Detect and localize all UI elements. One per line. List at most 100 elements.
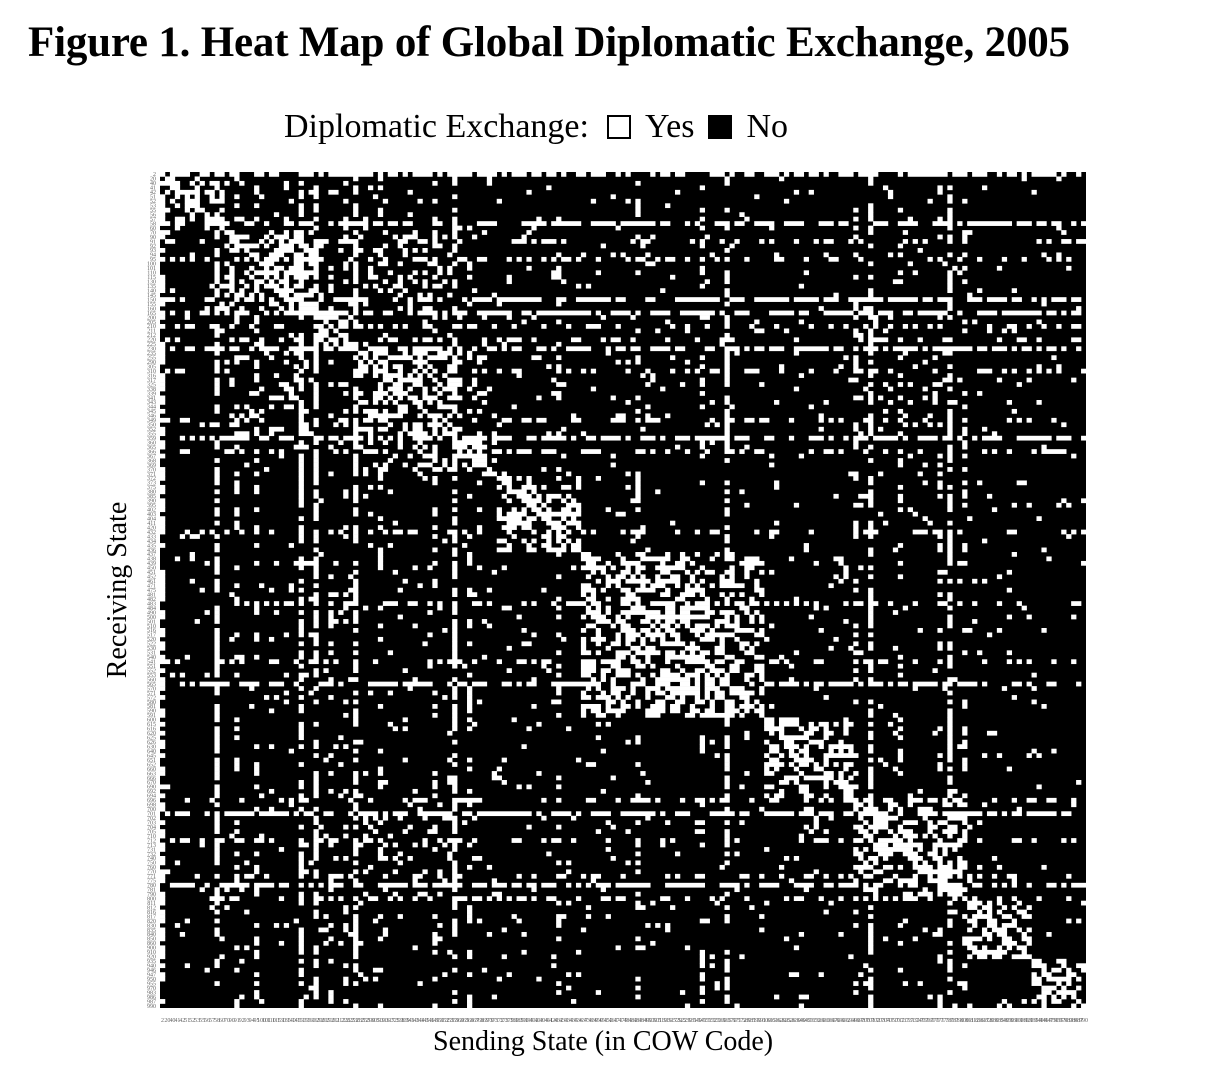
y-tick-label: 983 [147,990,156,996]
heatmap-cell [318,882,324,888]
heatmap-cell [996,337,1003,343]
heatmap-cell [363,605,369,611]
heatmap-cell [199,681,230,687]
heatmap-cell [630,645,641,651]
heatmap-cell [977,873,983,879]
heatmap-cell [169,172,191,177]
heatmap-cell [932,856,943,861]
heatmap-cell [556,690,562,696]
heatmap-cell [353,212,359,218]
heatmap-cell [471,721,478,727]
heatmap-cell [234,480,240,486]
heatmap-cell [887,601,894,606]
heatmap-cell [1041,628,1047,633]
heatmap-cell [239,797,245,803]
heatmap-cell [382,377,394,383]
x-tick-label: 235 [356,1018,365,1024]
heatmap-cell [1011,297,1022,302]
y-tick-label: 325 [147,382,156,388]
heatmap-cell [897,757,904,763]
heatmap-cell [298,896,304,902]
heatmap-cell [897,458,904,463]
heatmap-cell [229,337,235,343]
heatmap-cell [417,891,428,897]
heatmap-cell [838,873,844,879]
heatmap-cell [452,632,458,638]
heatmap-cell [234,511,240,517]
heatmap-cell [759,569,765,575]
heatmap-cell [313,471,319,477]
heatmap-cell [467,954,473,960]
heatmap-cell [229,172,240,177]
heatmap-cell [452,605,458,611]
heatmap-cell [214,636,220,642]
heatmap-cell [239,288,245,294]
heatmap-cell [467,704,473,709]
heatmap-cell [853,225,859,231]
heatmap-cell [665,256,676,262]
heatmap-cell [937,994,943,1000]
y-tick-label: 590 [147,709,156,715]
heatmap-cell [828,324,834,329]
heatmap-cell [338,762,344,767]
heatmap-cell [585,560,597,566]
heatmap-cell [709,529,720,535]
heatmap-cell [467,587,473,593]
heatmap-cell [897,824,904,830]
heatmap-cell [422,283,428,289]
heatmap-cell [328,574,334,580]
heatmap-cell [967,292,973,298]
heatmap-cell [160,578,166,584]
heatmap-cell [868,914,874,919]
heatmap-cell [526,476,532,481]
heatmap-cell [244,248,250,253]
heatmap-cell [967,873,973,879]
heatmap-cell [937,185,943,191]
heatmap-cell [452,824,458,830]
heatmap-cell [754,529,760,535]
heatmap-cell [962,252,968,258]
heatmap-cell [506,256,512,262]
heatmap-cell [377,838,384,843]
heatmap-cell [214,377,220,383]
heatmap-cell [902,605,909,611]
heatmap-cell [729,172,735,177]
heatmap-cell [263,256,280,262]
heatmap-cell [303,364,309,370]
heatmap-cell [630,346,641,352]
heatmap-cell [853,641,859,647]
heatmap-cell [313,945,319,951]
heatmap-cell [353,878,359,884]
heatmap-cell [412,422,423,428]
heatmap-cell [769,730,775,736]
heatmap-cell [902,833,918,839]
y-tick-label: 520 [147,637,156,643]
heatmap-cell [1016,945,1027,951]
y-tick-label: 540 [147,655,156,661]
heatmap-cell [689,574,696,580]
heatmap-cell [724,976,730,982]
heatmap-cell [298,471,304,477]
heatmap-cell [868,413,874,419]
heatmap-cell [556,552,562,557]
heatmap-cell [556,467,562,472]
heatmap-cell [363,815,369,821]
heatmap-cell [709,797,715,803]
heatmap-cell [432,426,438,432]
heatmap-cell [788,878,795,884]
heatmap-cell [1071,377,1077,383]
heatmap-cell [526,681,537,687]
heatmap-cell [402,829,408,834]
heatmap-cell [214,726,220,732]
heatmap-cell [917,981,923,986]
heatmap-cell [630,681,646,687]
heatmap-cell [858,172,879,177]
heatmap-cell [377,288,384,294]
heatmap-cell [962,766,968,772]
heatmap-cell [853,578,859,584]
x-tick-label: 439 [589,1018,598,1024]
y-tick-label: 211 [147,329,156,335]
heatmap-cell [407,212,413,218]
heatmap-cell [254,972,260,978]
heatmap-cell [432,704,438,709]
